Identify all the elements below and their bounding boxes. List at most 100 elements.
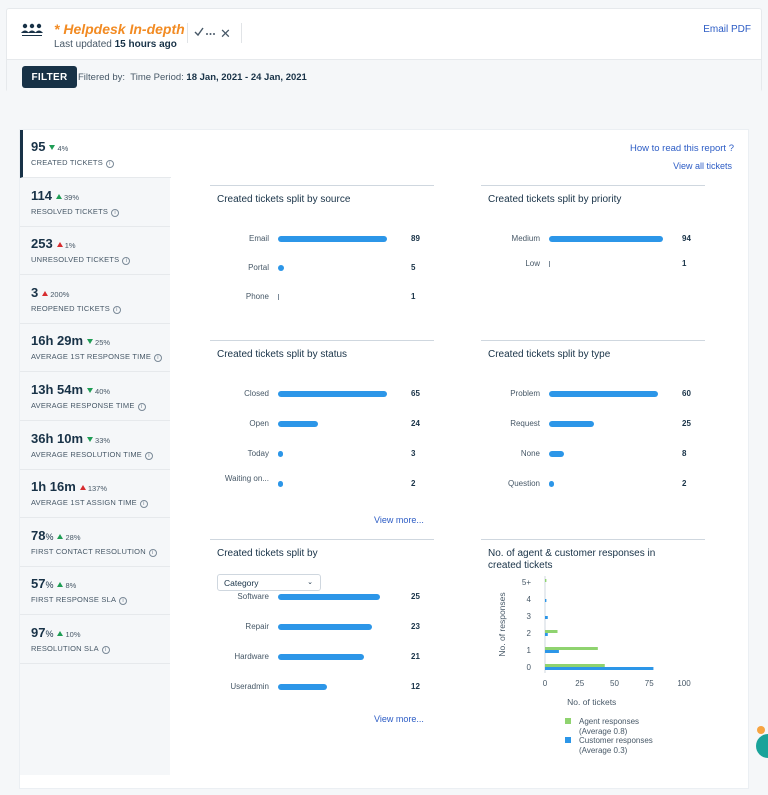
split-row[interactable]: Open 24	[210, 417, 434, 431]
metric-card[interactable]: 114 39% RESOLVED TICKETS i	[20, 179, 170, 227]
arrow-down-icon	[87, 436, 94, 442]
save-check-icon[interactable]	[194, 25, 216, 39]
split-row[interactable]: Request 25	[481, 417, 705, 431]
info-icon[interactable]: i	[119, 597, 128, 606]
email-pdf-link[interactable]: Email PDF	[703, 24, 751, 35]
split-row[interactable]: Low 1	[481, 257, 705, 271]
report-title: * Helpdesk In-depth	[54, 21, 185, 37]
info-icon[interactable]: i	[139, 500, 148, 509]
metric-card[interactable]: 97% 10% RESOLUTION SLA i	[20, 616, 170, 664]
split-bar[interactable]	[549, 391, 658, 397]
split-bar[interactable]	[278, 594, 380, 600]
split-row[interactable]: Software 25	[210, 590, 434, 604]
metric-card[interactable]: 253 1% UNRESOLVED TICKETS i	[20, 227, 170, 276]
info-icon[interactable]: i	[148, 548, 157, 557]
info-icon[interactable]: i	[145, 451, 154, 460]
info-icon[interactable]: i	[154, 354, 163, 363]
metric-label: CREATED TICKETS i	[31, 158, 171, 168]
info-icon[interactable]: i	[122, 257, 131, 266]
split-bar[interactable]	[278, 294, 279, 300]
split-label: Repair	[245, 622, 269, 631]
split-label: Request	[510, 419, 540, 428]
split-bar[interactable]	[278, 451, 283, 457]
metric-label: AVERAGE 1ST RESPONSE TIME i	[31, 352, 170, 363]
split-row[interactable]: Email 89	[210, 232, 434, 246]
metric-label: AVERAGE 1ST ASSIGN TIME i	[31, 498, 170, 509]
metric-card[interactable]: 36h 10m 33% AVERAGE RESOLUTION TIME i	[20, 422, 170, 470]
split-bar[interactable]	[549, 451, 564, 457]
split-bar[interactable]	[278, 391, 387, 397]
split-bar[interactable]	[278, 624, 372, 630]
panel-responses: No. of agent & customer responses in cre…	[481, 539, 705, 779]
legend-note: (Average 0.3)	[579, 746, 628, 755]
view-more-link[interactable]: View more...	[374, 714, 424, 724]
split-value: 25	[411, 592, 420, 601]
report-body: 95 4% CREATED TICKETS i 114 39% RESOLVED TICKE…	[19, 129, 749, 789]
info-icon[interactable]: i	[101, 646, 110, 654]
arrow-down-icon	[87, 388, 94, 393]
split-bar[interactable]	[549, 236, 663, 242]
split-row[interactable]: Useradmin 12	[210, 680, 434, 694]
split-bar[interactable]	[549, 481, 554, 487]
split-row[interactable]: None 8	[481, 447, 705, 461]
response-bar	[545, 650, 559, 653]
split-bar[interactable]	[549, 421, 594, 427]
view-more-link[interactable]: View more...	[374, 515, 424, 525]
split-value: 2	[411, 479, 416, 488]
metric-card[interactable]: 78% 28% FIRST CONTACT RESOLUTION i	[20, 519, 170, 567]
split-bar[interactable]	[278, 481, 283, 487]
panel-source: Created tickets split by source Email 89 Po…	[210, 185, 434, 315]
split-label: Phone	[245, 292, 269, 301]
team-icon	[21, 23, 43, 36]
split-row[interactable]: Question 2	[481, 477, 705, 491]
chat-widget-icon[interactable]	[754, 726, 768, 772]
x-tick-label: 25	[575, 679, 584, 688]
panel-title: Created tickets split by priority	[488, 194, 622, 205]
split-bar[interactable]	[278, 421, 318, 427]
split-bar[interactable]	[278, 684, 327, 690]
split-row[interactable]: Medium 94	[481, 232, 705, 246]
split-row[interactable]: Repair 23	[210, 620, 434, 634]
arrow-up-icon	[57, 533, 64, 539]
split-value: 8	[682, 449, 687, 458]
split-bar[interactable]	[278, 654, 364, 660]
split-row[interactable]: Waiting on... 2	[210, 474, 434, 491]
metric-card[interactable]: 57% 8% FIRST RESPONSE SLA i	[20, 567, 170, 616]
arrow-up-icon	[42, 290, 49, 296]
split-value: 2	[682, 479, 687, 488]
split-row[interactable]: Closed 65	[210, 387, 434, 401]
metric-card[interactable]: 95 4% CREATED TICKETS i	[20, 130, 171, 178]
close-icon[interactable]: ✕	[220, 26, 231, 41]
info-icon[interactable]: i	[112, 305, 121, 314]
metric-card[interactable]: 13h 54m 40% AVERAGE RESPONSE TIME i	[20, 373, 170, 421]
panel-title: Created tickets split by source	[217, 194, 351, 205]
metric-card[interactable]: 16h 29m 25% AVERAGE 1ST RESPONSE TIME i	[20, 324, 170, 373]
view-all-tickets-link[interactable]: View all tickets	[673, 161, 732, 171]
x-tick-label: 75	[645, 679, 654, 688]
info-icon[interactable]: i	[105, 160, 114, 168]
filter-button[interactable]: FILTER	[22, 66, 77, 88]
panel-title: Created tickets split by type	[488, 349, 611, 360]
split-bar[interactable]	[549, 261, 550, 267]
info-icon[interactable]: i	[111, 208, 120, 217]
split-bar[interactable]	[278, 265, 284, 271]
info-icon[interactable]: i	[137, 403, 146, 411]
arrow-up-icon	[57, 582, 64, 588]
split-row[interactable]: Problem 60	[481, 387, 705, 401]
metric-card[interactable]: 1h 16m 137% AVERAGE 1ST ASSIGN TIME i	[20, 470, 170, 519]
how-to-read-link[interactable]: How to read this report ?	[629, 143, 734, 154]
metric-change: 28%	[57, 533, 81, 542]
group-by-select[interactable]: Category ⌄	[217, 574, 321, 591]
split-row[interactable]: Today 3	[210, 447, 434, 461]
split-value: 24	[411, 419, 420, 428]
split-row[interactable]: Portal 5	[210, 261, 434, 275]
split-label: Closed	[244, 389, 269, 398]
legend-label: Customer responses	[579, 736, 653, 745]
split-row[interactable]: Hardware 21	[210, 650, 434, 664]
split-bar[interactable]	[278, 236, 387, 242]
response-bar	[545, 633, 548, 636]
metric-card[interactable]: 3 200% REOPENED TICKETS i	[20, 276, 170, 324]
metric-value: 36h 10m 33%	[31, 430, 111, 446]
split-row[interactable]: Phone 1	[210, 290, 434, 304]
panel-category: Created tickets split by Category ⌄ Softwar…	[210, 539, 434, 729]
